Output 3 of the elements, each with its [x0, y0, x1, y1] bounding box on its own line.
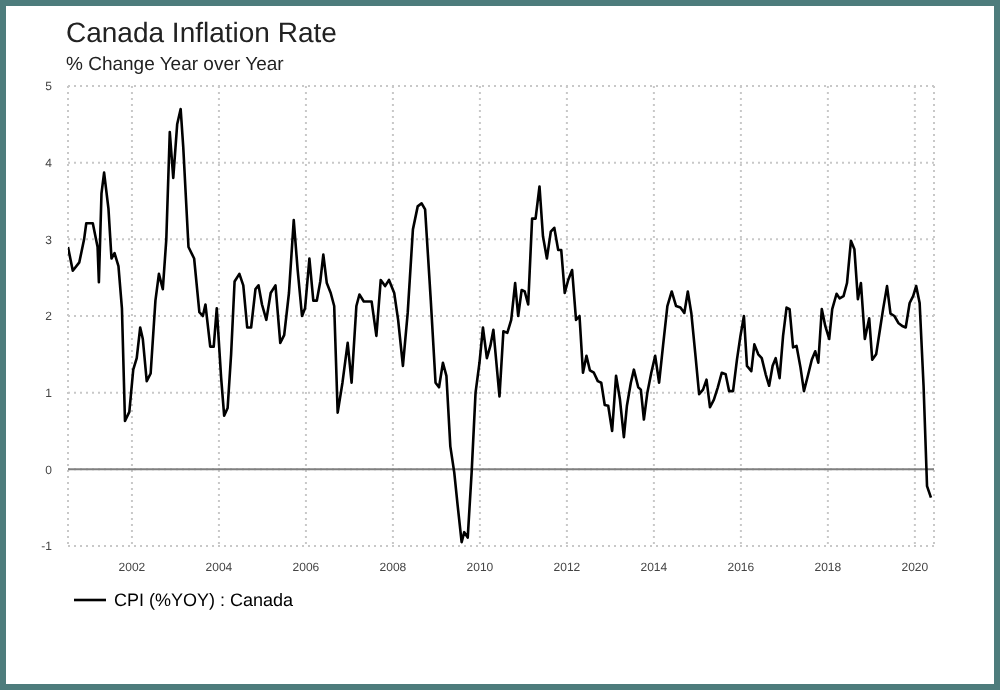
chart-title: Canada Inflation Rate — [66, 16, 337, 48]
chart-subtitle: % Change Year over Year — [66, 54, 284, 76]
legend-label: CPI (%YOY) : Canada — [114, 590, 294, 610]
